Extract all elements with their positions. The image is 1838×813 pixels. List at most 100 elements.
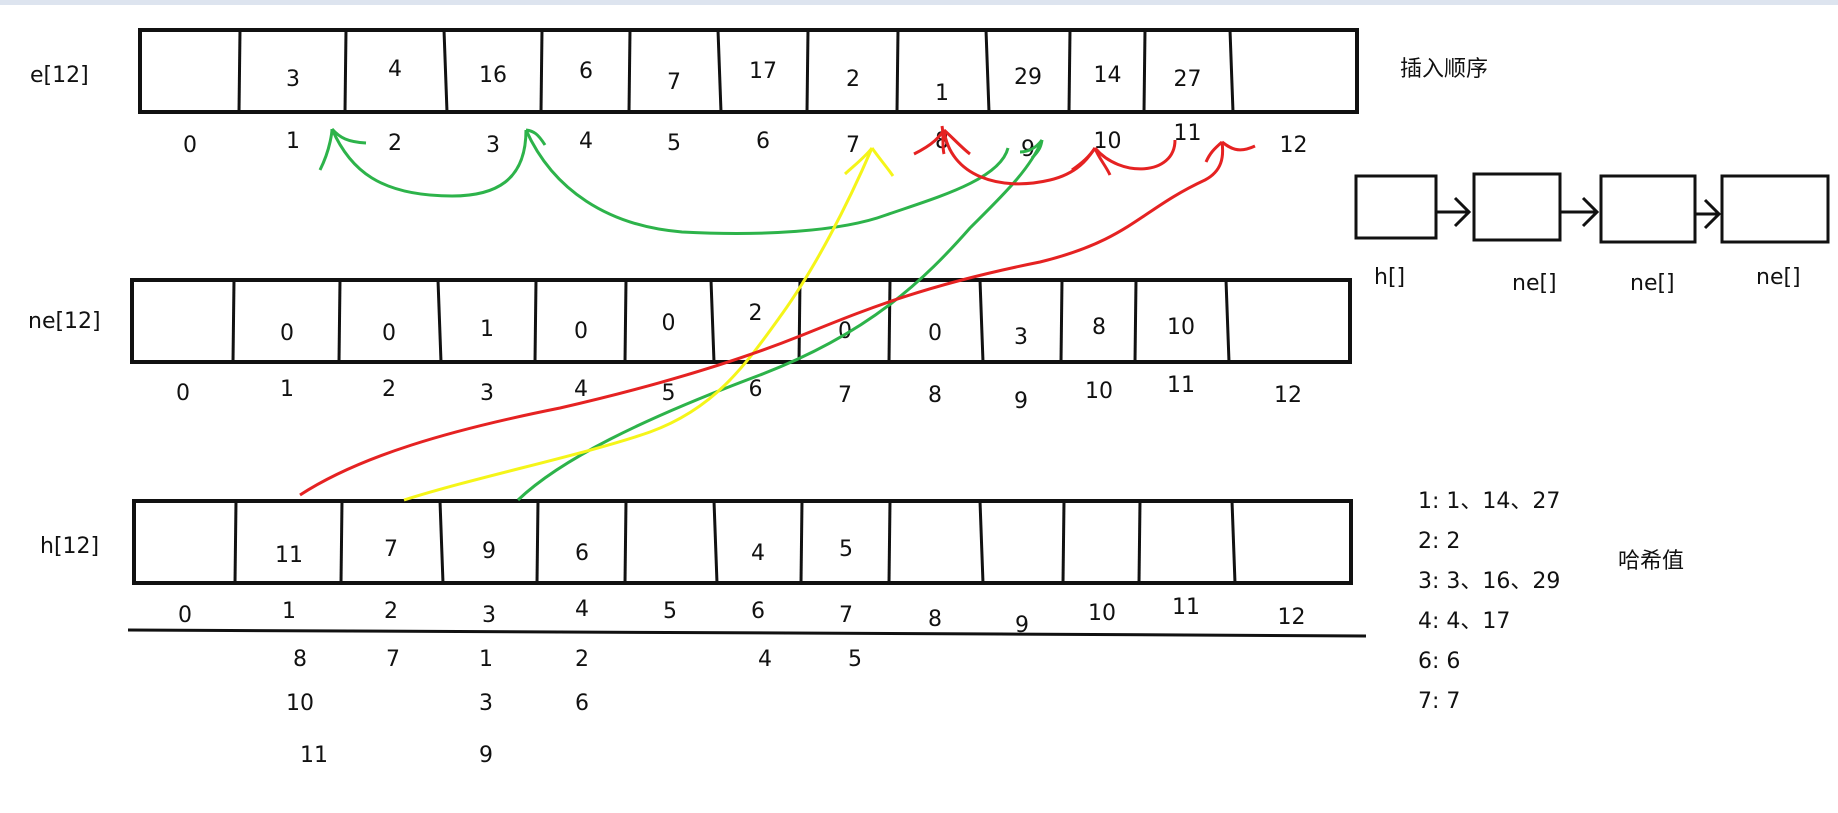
e-cell-value: 2: [846, 67, 860, 92]
hash-value-label: 哈希值: [1618, 549, 1684, 574]
h-chain-item: 2: [575, 647, 589, 672]
ne-index-label: 6: [749, 377, 763, 402]
h-index-label: 9: [1015, 613, 1029, 638]
ne-cell-divider: [533, 279, 538, 363]
h-index-label: 3: [482, 603, 496, 628]
h-chain-item: 9: [479, 743, 493, 768]
e-cell-divider: [343, 29, 348, 113]
h-cell-value: 9: [482, 539, 496, 564]
e-cell-divider: [237, 29, 242, 113]
ne-index-label: 2: [382, 377, 396, 402]
e-cell-value: 17: [749, 59, 777, 84]
e-cell-divider: [1067, 29, 1072, 113]
e-cell-divider: [716, 29, 723, 113]
e-cell-divider: [895, 29, 900, 113]
ne-cell-divider: [978, 279, 985, 363]
h-cell-divider: [1061, 500, 1066, 584]
ne-index-label: 10: [1085, 379, 1113, 404]
ne-cell-divider: [231, 279, 236, 363]
ne-cell-divider: [887, 279, 892, 363]
h-cell-divider: [233, 500, 238, 584]
e-cell-value: 7: [667, 70, 681, 95]
ne-index-label: 0: [176, 381, 190, 406]
h-cell-value: 5: [839, 537, 853, 562]
h-array-frame: [132, 499, 1353, 585]
h-cell-value: 7: [384, 537, 398, 562]
hash-group-item: 4: 4、17: [1418, 609, 1510, 634]
h-chain-item: 6: [575, 691, 589, 716]
list-node: [1354, 174, 1438, 240]
hash-group-item: 7: 7: [1418, 689, 1460, 714]
e-index-label: 12: [1280, 133, 1308, 158]
ne-index-label: 3: [480, 381, 494, 406]
arrow-icon: [1436, 196, 1472, 228]
ne-index-label: 4: [574, 377, 588, 402]
e-cell-divider: [1228, 29, 1235, 113]
ne-cell-value: 2: [749, 301, 763, 326]
e-cell-value: 14: [1094, 63, 1122, 88]
e-cell-divider: [984, 29, 991, 113]
linked-list-label: ne[]: [1512, 271, 1557, 296]
yellow-arrow: [403, 147, 895, 502]
hash-group-item: 3: 3、16、29: [1418, 569, 1560, 594]
e-cell-divider: [627, 29, 632, 113]
ne-index-label: 7: [838, 383, 852, 408]
ne-cell-value: 0: [382, 321, 396, 346]
e-cell-value: 27: [1174, 67, 1202, 92]
h-cell-divider: [623, 500, 628, 584]
ne-array: 0 0 1 0 0 20 0 3 8 100 1 2 3 4 5 6 7 8 9 10 11 12: [130, 278, 1352, 414]
hash-group-item: 1: 1、14、27: [1418, 489, 1560, 514]
ne-cell-divider: [436, 279, 443, 363]
ne-index-label: 12: [1274, 383, 1302, 408]
ne-index-label: 5: [662, 381, 676, 406]
ne-cell-value: 0: [280, 321, 294, 346]
ne-cell-divider: [1059, 279, 1064, 363]
e-index-label: 3: [486, 133, 500, 158]
ne-cell-divider: [337, 279, 342, 363]
insert-order-label: 插入顺序: [1400, 57, 1488, 82]
h-chain-item: 3: [479, 691, 493, 716]
list-node: [1472, 172, 1562, 242]
ne-cell-divider: [623, 279, 628, 363]
arrow-icon: [1560, 196, 1600, 228]
h-index-label: 1: [282, 599, 296, 624]
h-cell-divider: [1137, 500, 1142, 584]
red-arrows: [299, 125, 1256, 497]
hash-groups: 1: 1、14、27 2: 2 3: 3、16、29 4: 4、17 6: 6 7: 7: [1418, 489, 1560, 714]
h-cell-value: 4: [751, 541, 765, 566]
ne-cell-value: 0: [662, 311, 676, 336]
h-array: 11 7 9 6 4 50 1 2 3 4 5 6 7 8 9 10 11 12: [132, 499, 1353, 638]
ne-index-label: 8: [928, 383, 942, 408]
e-cell-divider: [539, 29, 544, 113]
h-index-label: 12: [1278, 605, 1306, 630]
arrow-icon: [1695, 198, 1722, 230]
h-index-label: 11: [1172, 595, 1200, 620]
h-cell-divider: [887, 500, 892, 584]
ne-cell-divider: [709, 279, 716, 363]
e-cell-value: 3: [286, 67, 300, 92]
h-cell-value: 11: [275, 543, 303, 568]
e-index-label: 5: [667, 131, 681, 156]
h-chain-item: 1: [479, 647, 493, 672]
e-index-label: 0: [183, 133, 197, 158]
e-cell-value: 1: [935, 81, 949, 106]
linked-list-illustration: h[] ne[] ne[] ne[]: [1354, 172, 1830, 296]
h-array-label: h[12]: [40, 534, 99, 559]
h-cell-divider: [799, 500, 804, 584]
h-chain-item: 7: [386, 647, 400, 672]
e-cell-divider: [442, 29, 449, 113]
h-index-label: 10: [1088, 601, 1116, 626]
ne-cell-divider: [1133, 279, 1138, 363]
e-cell-value: 29: [1014, 65, 1042, 90]
h-chains: 8 10 11 7 1 3 9 2 6 4 5: [286, 647, 862, 768]
h-cell-divider: [712, 500, 719, 584]
ne-array-label: ne[12]: [28, 309, 101, 334]
h-index-label: 8: [928, 607, 942, 632]
green-arrows-top: [318, 127, 1010, 235]
h-cell-divider: [978, 500, 985, 584]
ne-cell-value: 3: [1014, 325, 1028, 350]
h-cell-divider: [339, 500, 344, 584]
